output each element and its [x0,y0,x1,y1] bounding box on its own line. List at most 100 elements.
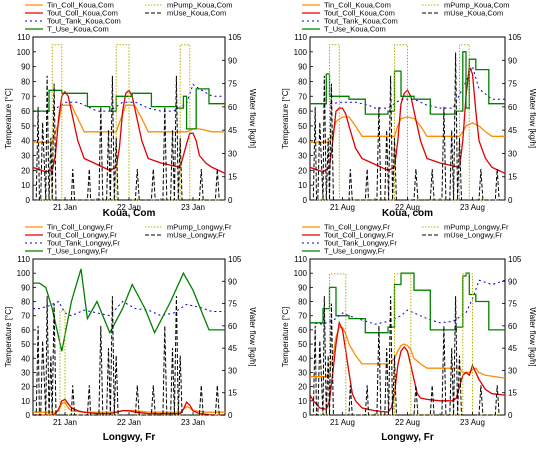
y-tick-label: 60 [21,326,30,335]
y-tick-label: 70 [21,92,30,101]
y-tick-label: 90 [21,283,30,292]
legend-label: mUse_Longwy,Fr [167,231,226,240]
y-tick-label: 10 [298,181,307,190]
series-line [33,398,225,416]
chart-panel: 0 10 20 30 40 50 60 70 80 90 100 110 0 15 30 45 60 75 90 10… [281,223,537,444]
y2-tick-label: 45 [228,344,237,353]
y-tick-label: 60 [298,107,307,116]
legend-label: mPump_Longwy,Fr [167,223,232,232]
y-tick-label: 110 [294,255,307,264]
y-axis-label: Temperature [°C] [4,307,13,368]
series-line [310,272,505,334]
y2-tick-label: 90 [508,56,517,65]
y-tick-label: 110 [294,33,307,42]
y-tick-label: 10 [298,397,307,406]
y-axis-label: Temperature [°C] [281,88,290,149]
y-tick-label: 0 [303,411,308,420]
legend-label: Tin_Coll_Koua,Com [324,1,391,10]
y2-tick-label: 15 [508,389,517,398]
y-tick-label: 20 [21,383,30,392]
y2-tick-label: 30 [228,366,237,375]
legend-label: Tout_Coll_Koua,Com [324,9,395,18]
y2-tick-label: 0 [508,196,513,205]
y-tick-label: 80 [21,298,30,307]
y-tick-label: 90 [298,283,307,292]
y2-axis-label: Water flow [kg/h] [528,89,537,148]
y-tick-label: 50 [21,122,30,131]
y-tick-label: 50 [298,340,307,349]
y-tick-label: 40 [298,354,307,363]
legend-label: Tout_Tank_Koua,Com [47,17,121,26]
x-tick-label: 21 Aug [330,203,355,212]
x-tick-label: 22 Jan [117,418,141,427]
y2-tick-label: 60 [228,322,237,331]
x-tick-label: 23 Aug [460,418,485,427]
x-tick-label: 21 Aug [330,418,355,427]
y2-axis-label: Water flow [kg/h] [248,89,257,148]
legend-label: mUse_Koua,Com [167,9,226,18]
chart-panel: 0 10 20 30 40 50 60 70 80 90 100 110 0 15 30 45 60 75 90 10… [4,1,257,220]
y-tick-label: 20 [298,166,307,175]
x-tick-label: 23 Aug [460,203,485,212]
y2-tick-label: 105 [508,33,522,42]
legend-label: Tout_Coll_Longwy,Fr [324,231,394,240]
legend-label: T_Use_Koua,Com [324,25,386,34]
series-line [33,300,225,317]
y-tick-label: 50 [21,340,30,349]
chart-panel: 0 10 20 30 40 50 60 70 80 90 100 110 0 15 30 45 60 75 90 10… [281,1,537,220]
series-line [310,279,505,325]
legend-label: mPump_Koua,Com [167,1,232,10]
y-tick-label: 80 [298,298,307,307]
y-tick-label: 30 [21,368,30,377]
plot-frame [32,258,226,416]
y2-tick-label: 30 [508,366,517,375]
y-tick-label: 60 [21,107,30,116]
y-tick-label: 90 [298,63,307,72]
series-line [310,326,505,379]
y2-axis-label: Water flow [kg/h] [248,307,257,366]
plot-frame [309,258,506,416]
y2-tick-label: 30 [508,149,517,158]
series-line [310,64,505,174]
y2-tick-label: 15 [228,389,237,398]
legend-label: mPump_Koua,Com [444,1,509,10]
y-tick-label: 110 [17,255,30,264]
legend-label: mPump_Longwy,Fr [444,223,509,232]
y2-tick-label: 105 [228,33,242,42]
x-tick-label: 23 Jan [181,203,205,212]
legend-label: T_Use_Longwy,Fr [324,247,385,256]
y-tick-label: 60 [298,326,307,335]
y-tick-label: 100 [17,48,31,57]
x-tick-label: 21 Jan [53,418,77,427]
y-tick-label: 90 [21,63,30,72]
y-tick-label: 30 [298,152,307,161]
series-line [310,51,505,115]
series-line [33,44,225,201]
chart-title: Longwy, Fr [103,432,156,443]
y2-tick-label: 90 [228,277,237,286]
y-tick-label: 10 [21,397,30,406]
y-tick-label: 0 [303,196,308,205]
y2-tick-label: 15 [508,173,517,182]
y-tick-label: 10 [21,181,30,190]
y-axis-label: Temperature [°C] [281,307,290,368]
y-axis-label: Temperature [°C] [4,88,13,149]
y-tick-label: 100 [294,269,308,278]
y2-tick-label: 60 [508,322,517,331]
y-tick-label: 30 [298,368,307,377]
y-tick-label: 80 [21,77,30,86]
series-line [33,88,225,130]
y-tick-label: 30 [21,152,30,161]
legend-label: Tout_Tank_Longwy,Fr [324,239,397,248]
y2-tick-label: 0 [228,411,233,420]
y-tick-label: 20 [298,383,307,392]
legend-label: Tout_Coll_Koua,Com [47,9,118,18]
x-tick-label: 22 Aug [395,418,420,427]
y2-tick-label: 75 [508,300,517,309]
y-tick-label: 100 [17,269,31,278]
y-tick-label: 40 [298,137,307,146]
y2-tick-label: 75 [228,80,237,89]
legend-label: Tin_Coll_Longwy,Fr [324,223,390,232]
y-tick-label: 100 [294,48,308,57]
